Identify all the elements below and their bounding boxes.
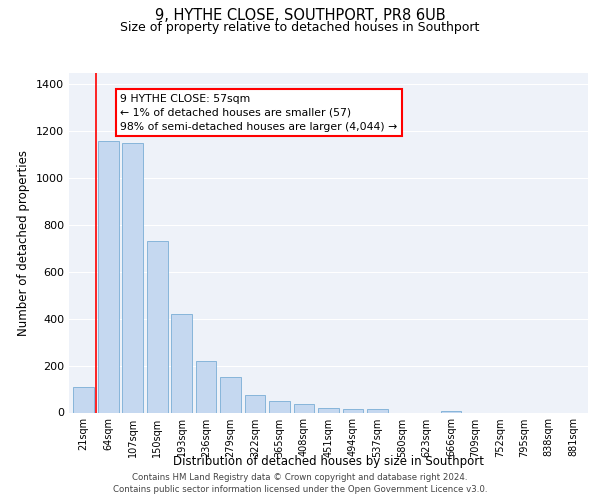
Text: Distribution of detached houses by size in Southport: Distribution of detached houses by size …: [173, 455, 484, 468]
Bar: [171, 314, 192, 412]
Bar: [367, 409, 388, 412]
Bar: [245, 395, 265, 412]
Bar: [293, 404, 314, 412]
Bar: [98, 140, 119, 412]
Bar: [220, 378, 241, 412]
Y-axis label: Number of detached properties: Number of detached properties: [17, 150, 31, 336]
Bar: [196, 361, 217, 412]
Text: Size of property relative to detached houses in Southport: Size of property relative to detached ho…: [121, 22, 479, 35]
Bar: [269, 401, 290, 412]
Text: 9, HYTHE CLOSE, SOUTHPORT, PR8 6UB: 9, HYTHE CLOSE, SOUTHPORT, PR8 6UB: [155, 8, 445, 22]
Bar: [73, 386, 94, 412]
Bar: [318, 408, 339, 412]
Bar: [147, 242, 167, 412]
Text: Contains HM Land Registry data © Crown copyright and database right 2024.
Contai: Contains HM Land Registry data © Crown c…: [113, 473, 487, 494]
Bar: [343, 409, 364, 412]
Bar: [122, 143, 143, 412]
Text: 9 HYTHE CLOSE: 57sqm
← 1% of detached houses are smaller (57)
98% of semi-detach: 9 HYTHE CLOSE: 57sqm ← 1% of detached ho…: [121, 94, 398, 132]
